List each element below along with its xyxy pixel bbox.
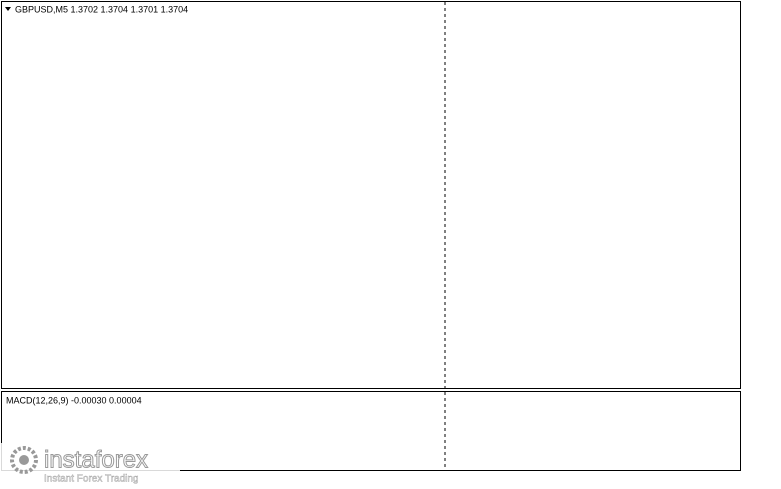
logo-core: [19, 455, 29, 465]
title-arrow: [5, 7, 11, 11]
watermark: instaforex Instant Forex Trading: [0, 443, 180, 485]
chart-title: GBPUSD,M5 1.3702 1.3704 1.3701 1.3704: [15, 4, 188, 14]
main-panel: [1, 1, 741, 389]
watermark-name: instaforex: [44, 446, 148, 473]
macd-title: MACD(12,26,9) -0.00030 0.00004: [6, 395, 142, 405]
logo-ring: [10, 446, 38, 474]
watermark-tagline: Instant Forex Trading: [44, 474, 139, 485]
